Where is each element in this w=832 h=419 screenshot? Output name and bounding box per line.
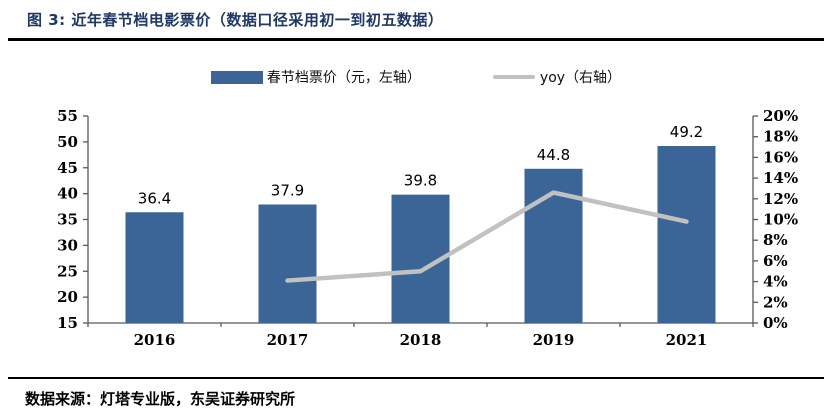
- source-divider: [8, 377, 824, 379]
- data-source-note: 数据来源：灯塔专业版，东吴证券研究所: [25, 390, 296, 408]
- bar: [125, 212, 184, 323]
- left-axis-tick-label: 50: [57, 133, 78, 151]
- x-axis-category-label: 2016: [134, 331, 176, 349]
- left-axis-tick-label: 15: [57, 314, 78, 332]
- chart-area: 15 20 25 30 35 40 45 50 55 0% 2% 4% 6% 8% 10% 12% 14% 16%…: [0, 95, 832, 357]
- bar-value-label: 36.4: [138, 189, 171, 207]
- right-axis-tick-label: 8%: [763, 231, 788, 249]
- left-axis-tick-label: 25: [57, 262, 78, 280]
- x-axis-category-label: 2019: [533, 331, 575, 349]
- right-axis-tick-label: 6%: [763, 252, 788, 270]
- left-axis-tick-label: 30: [57, 236, 78, 254]
- right-axis-tick-label: 14%: [763, 169, 798, 187]
- bar-value-label: 44.8: [537, 146, 570, 164]
- bar-value-label: 39.8: [404, 172, 437, 190]
- bar: [258, 204, 317, 323]
- legend-item-line-series: yoy（右轴）: [492, 67, 622, 87]
- bar-series-label: 春节档票价（元，左轴）: [266, 70, 421, 86]
- right-axis-tick-label: 4%: [763, 273, 788, 291]
- left-axis-tick-label: 35: [57, 211, 78, 229]
- yoy-line: [285, 190, 689, 283]
- chart-plot: 15 20 25 30 35 40 45 50 55 0% 2% 4% 6% 8% 10% 12% 14% 16%…: [57, 107, 798, 349]
- legend-item-bar-series: 春节档票价（元，左轴）: [210, 67, 421, 87]
- right-axis-tick-label: 20%: [763, 107, 798, 125]
- figure-title: 图 3: 近年春节档电影票价（数据口径采用初一到初五数据）: [27, 11, 444, 29]
- right-axis-tick-label: 16%: [763, 148, 798, 166]
- bar-series-swatch: [210, 70, 263, 84]
- x-axis-category-label: 2018: [400, 331, 442, 349]
- bar-value-label: 37.9: [271, 181, 304, 199]
- line-series-swatch: [492, 75, 535, 79]
- line-series-label: yoy（右轴）: [539, 70, 622, 86]
- right-axis-tick-label: 12%: [763, 190, 798, 208]
- bar-value-label: 49.2: [670, 123, 703, 141]
- bar: [657, 146, 716, 323]
- title-divider: [8, 38, 824, 41]
- right-axis-tick-label: 2%: [763, 293, 788, 311]
- left-axis-tick-label: 45: [57, 159, 78, 177]
- right-axis-tick-label: 18%: [763, 128, 798, 146]
- right-axis-tick-label: 10%: [763, 211, 798, 229]
- chart-legend: 春节档票价（元，左轴） yoy（右轴）: [0, 64, 832, 90]
- left-axis-tick-label: 20: [57, 288, 78, 306]
- right-axis-tick-label: 0%: [763, 314, 788, 332]
- x-axis-category-label: 2017: [267, 331, 309, 349]
- left-axis-tick-label: 55: [57, 107, 78, 125]
- x-axis-category-label: 2021: [666, 331, 708, 349]
- left-axis-tick-label: 40: [57, 185, 78, 203]
